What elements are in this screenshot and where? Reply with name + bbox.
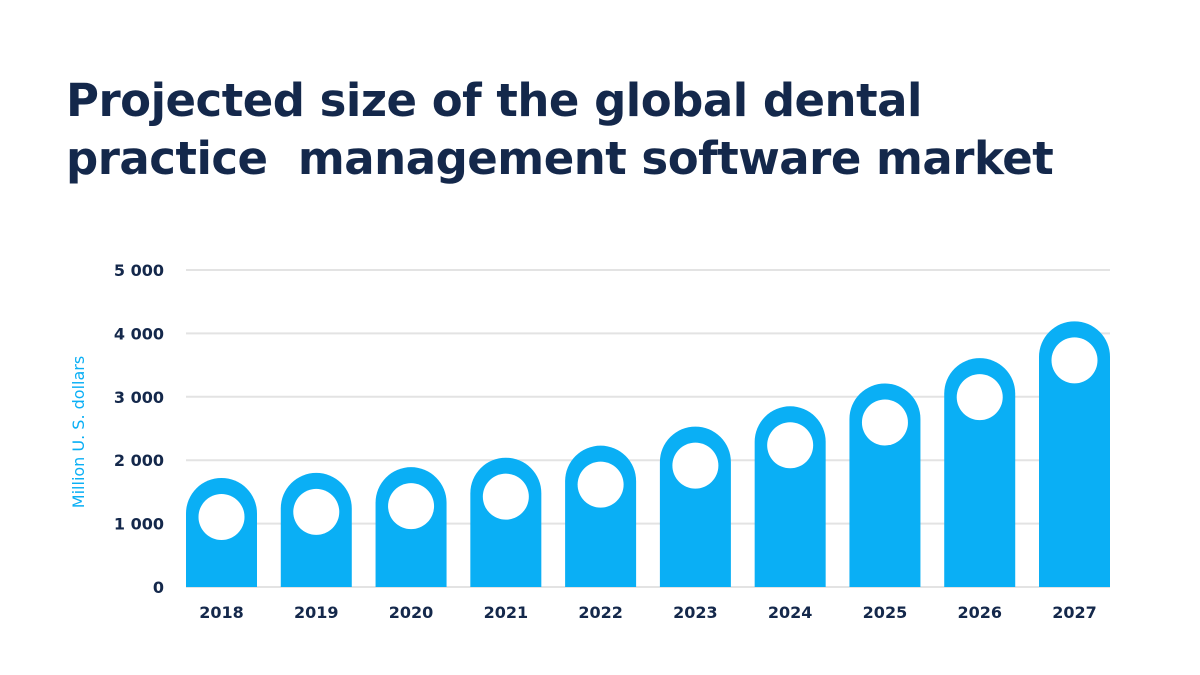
bar-circle-marker bbox=[482, 473, 529, 520]
bar-circle-marker bbox=[388, 483, 435, 530]
y-tick-label: 1 000 bbox=[114, 515, 164, 534]
x-tick-label: 2021 bbox=[484, 603, 529, 622]
bar-2027 bbox=[1039, 321, 1110, 587]
title-line-2: practice management software market bbox=[66, 132, 1054, 185]
x-tick-label: 2025 bbox=[863, 603, 908, 622]
x-tick-label: 2027 bbox=[1052, 603, 1097, 622]
y-tick-label: 5 000 bbox=[114, 261, 164, 280]
x-tick-label: 2026 bbox=[957, 603, 1002, 622]
bar-circle-marker bbox=[672, 442, 719, 489]
bar-circle-marker bbox=[577, 461, 624, 508]
title-line-1: Projected size of the global dental bbox=[66, 74, 922, 127]
bar-circle-marker bbox=[956, 374, 1003, 421]
bar-circle-marker bbox=[198, 493, 245, 540]
y-tick-label: 3 000 bbox=[114, 388, 164, 407]
bar-circle-marker bbox=[767, 422, 814, 469]
bar-circle-marker bbox=[293, 488, 340, 535]
x-tick-label: 2024 bbox=[768, 603, 813, 622]
bar-2026 bbox=[944, 358, 1016, 587]
chart-title: Projected size of the global dental prac… bbox=[66, 72, 1054, 188]
bar-circle-marker bbox=[1051, 337, 1098, 384]
x-tick-label: 2019 bbox=[294, 603, 339, 622]
y-axis-label: Million U. S. dollars bbox=[69, 356, 88, 508]
bar-circle-marker bbox=[861, 399, 908, 446]
x-tick-label: 2023 bbox=[673, 603, 718, 622]
y-tick-label: 4 000 bbox=[114, 324, 164, 343]
y-tick-label: 0 bbox=[153, 578, 164, 597]
x-tick-label: 2020 bbox=[389, 603, 434, 622]
y-tick-label: 2 000 bbox=[114, 451, 164, 470]
x-tick-label: 2022 bbox=[578, 603, 623, 622]
x-tick-label: 2018 bbox=[199, 603, 244, 622]
